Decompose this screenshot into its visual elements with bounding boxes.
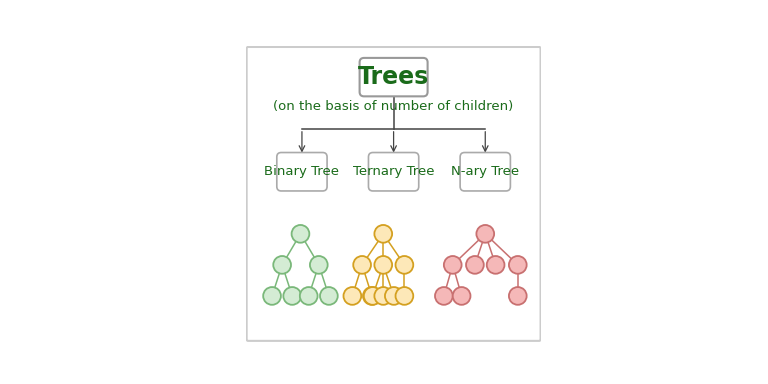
Text: N-ary Tree: N-ary Tree (451, 165, 519, 178)
Circle shape (396, 287, 413, 305)
Text: (on the basis of number of children): (on the basis of number of children) (273, 100, 514, 113)
Text: Binary Tree: Binary Tree (264, 165, 339, 178)
Circle shape (435, 287, 453, 305)
Text: Trees: Trees (358, 65, 429, 89)
Circle shape (353, 256, 371, 274)
Circle shape (374, 225, 392, 243)
Circle shape (466, 256, 484, 274)
Circle shape (283, 287, 301, 305)
Circle shape (273, 256, 291, 274)
Circle shape (263, 287, 281, 305)
Circle shape (292, 225, 310, 243)
FancyBboxPatch shape (369, 152, 419, 191)
Circle shape (300, 287, 318, 305)
Circle shape (487, 256, 505, 274)
Circle shape (453, 287, 471, 305)
Circle shape (374, 287, 392, 305)
FancyBboxPatch shape (359, 58, 428, 96)
Circle shape (385, 287, 402, 305)
Circle shape (310, 256, 328, 274)
Circle shape (509, 287, 527, 305)
Circle shape (476, 225, 494, 243)
Circle shape (444, 256, 462, 274)
Circle shape (363, 287, 381, 305)
Circle shape (374, 256, 392, 274)
Circle shape (509, 256, 527, 274)
Circle shape (343, 287, 361, 305)
Circle shape (364, 287, 382, 305)
FancyBboxPatch shape (276, 152, 327, 191)
Text: Ternary Tree: Ternary Tree (353, 165, 435, 178)
Circle shape (320, 287, 338, 305)
FancyBboxPatch shape (460, 152, 511, 191)
Circle shape (396, 256, 413, 274)
